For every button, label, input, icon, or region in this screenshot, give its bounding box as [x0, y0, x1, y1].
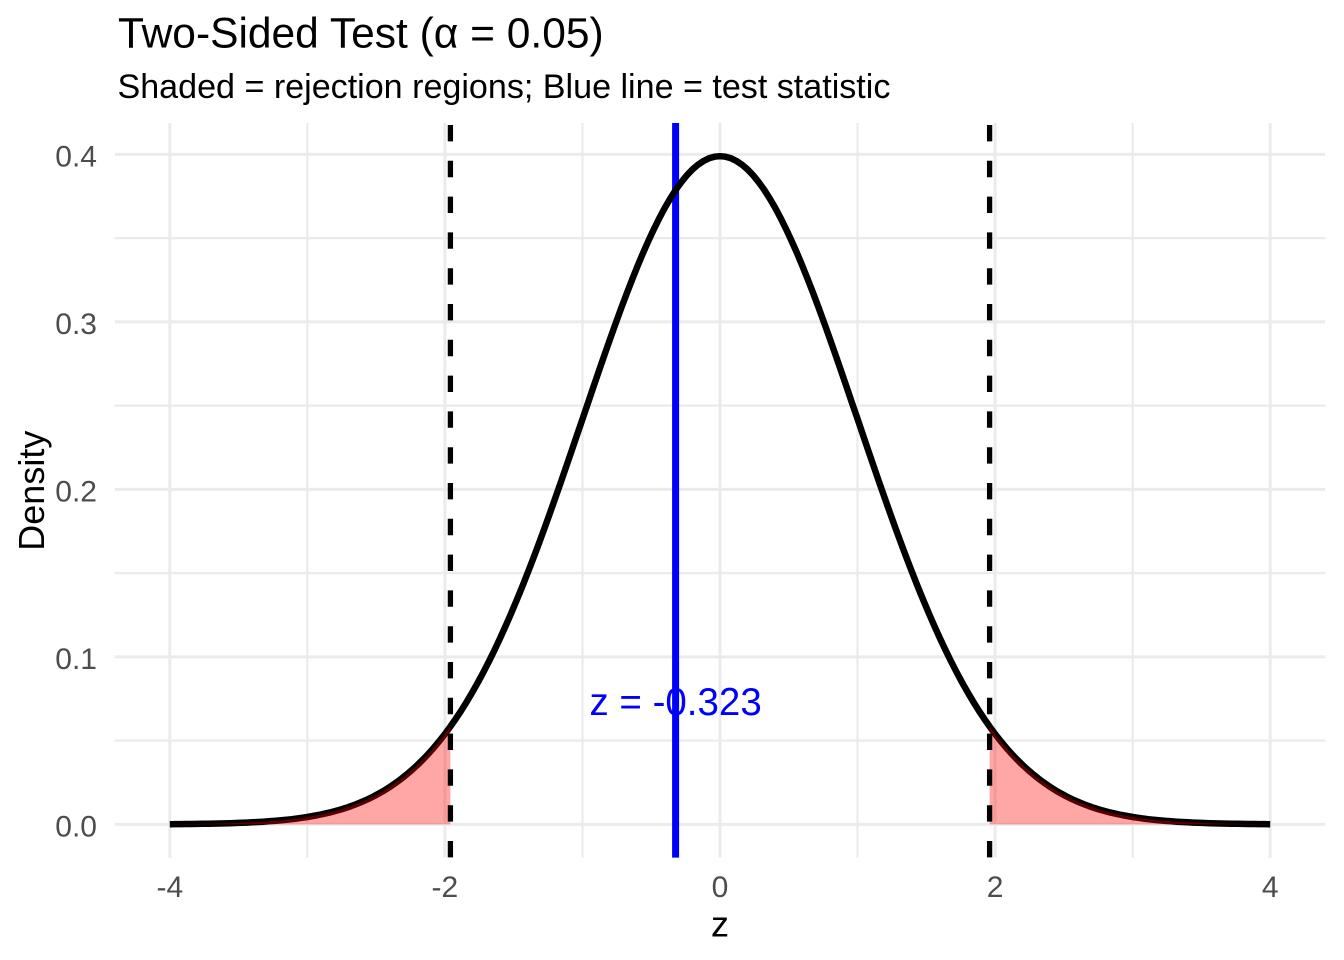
- svg-text:4: 4: [1262, 871, 1279, 904]
- svg-text:Shaded = rejection regions; Bl: Shaded = rejection regions; Blue line = …: [118, 68, 891, 106]
- svg-text:0: 0: [712, 871, 729, 904]
- svg-text:Two-Sided Test (α = 0.05): Two-Sided Test (α = 0.05): [118, 10, 604, 57]
- svg-text:0.4: 0.4: [55, 141, 97, 174]
- svg-text:0.2: 0.2: [55, 476, 97, 509]
- svg-text:-2: -2: [432, 871, 459, 904]
- svg-text:0.3: 0.3: [55, 308, 97, 341]
- svg-text:0.0: 0.0: [55, 811, 97, 844]
- svg-text:0.1: 0.1: [55, 643, 97, 676]
- svg-text:z = -0.323: z = -0.323: [589, 681, 761, 724]
- svg-text:Density: Density: [11, 431, 52, 551]
- svg-text:-4: -4: [156, 871, 183, 904]
- svg-text:2: 2: [987, 871, 1004, 904]
- svg-text:z: z: [711, 904, 729, 945]
